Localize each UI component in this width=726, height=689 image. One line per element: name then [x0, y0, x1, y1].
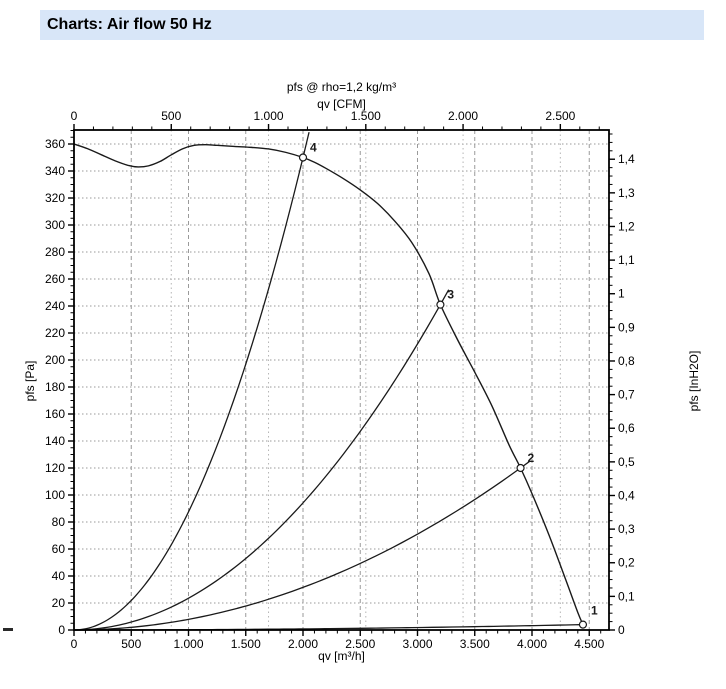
right-tick-label: 1,3	[618, 186, 635, 200]
margin-dash	[3, 628, 13, 631]
operating-point-label-3: 3	[447, 288, 454, 302]
bottom-tick-label: 4.000	[517, 637, 547, 651]
operating-point-marker-1	[578, 620, 588, 629]
right-tick-label: 0,1	[618, 589, 635, 603]
page-title: Charts: Air flow 50 Hz	[47, 16, 212, 33]
left-tick-label: 0	[58, 623, 65, 637]
operating-point-marker-2	[516, 463, 525, 473]
left-tick-label: 140	[45, 434, 65, 448]
right-tick-label: 0	[618, 623, 625, 637]
operating-point-label-1: 1	[591, 604, 598, 618]
right-tick-label: 0,5	[618, 455, 635, 469]
header-bar: Charts: Air flow 50 Hz	[40, 10, 704, 40]
plot-border	[73, 129, 610, 631]
left-tick-label: 360	[45, 137, 65, 151]
fan-curve	[73, 143, 584, 626]
left-axis-label: pfs [Pa]	[23, 360, 37, 402]
left-tick-label: 200	[45, 353, 65, 367]
operating-point-marker-4	[298, 153, 308, 162]
left-tick-label: 160	[45, 407, 65, 421]
right-tick-label: 1	[618, 287, 625, 301]
top-axis-label: qv [CFM]	[317, 97, 366, 111]
bottom-axis-label: qv [m³/h]	[318, 649, 365, 663]
top-tick-label: 2.500	[545, 109, 575, 123]
left-tick-label: 220	[45, 326, 65, 340]
left-tick-label: 60	[52, 542, 66, 556]
left-tick-label: 20	[52, 596, 66, 610]
bottom-tick-label: 3.500	[460, 637, 490, 651]
right-tick-label: 0,4	[618, 488, 635, 502]
bottom-tick-label: 2.000	[288, 637, 318, 651]
left-tick-label: 320	[45, 191, 65, 205]
right-axis-label: pfs [InH2O]	[687, 350, 701, 412]
left-tick-label: 100	[45, 488, 65, 502]
left-tick-label: 340	[45, 164, 65, 178]
bottom-tick-label: 1.000	[173, 637, 203, 651]
left-tick-label: 120	[45, 461, 65, 475]
bottom-tick-label: 4.500	[574, 637, 604, 651]
left-tick-label: 260	[45, 272, 65, 286]
right-tick-label: 1,4	[618, 152, 635, 166]
operating-point-label-2: 2	[528, 451, 535, 465]
top-tick-label: 1.000	[254, 109, 284, 123]
chart-title: pfs @ rho=1,2 kg/m³	[286, 80, 397, 94]
bottom-tick-label: 1.500	[231, 637, 261, 651]
bottom-tick-label: 3.000	[402, 637, 432, 651]
right-tick-label: 0,9	[618, 320, 635, 334]
right-tick-label: 1,2	[618, 219, 635, 233]
left-tick-label: 180	[45, 380, 65, 394]
left-tick-label: 300	[45, 218, 65, 232]
right-tick-label: 0,7	[618, 388, 635, 402]
top-tick-label: 500	[161, 109, 181, 123]
bottom-tick-label: 0	[71, 637, 78, 651]
right-tick-label: 0,8	[618, 354, 635, 368]
right-tick-label: 0,3	[618, 522, 635, 536]
left-tick-label: 40	[52, 569, 66, 583]
operating-point-label-4: 4	[310, 141, 317, 155]
left-tick-label: 240	[45, 299, 65, 313]
top-tick-label: 2.000	[448, 109, 478, 123]
right-tick-label: 0,2	[618, 556, 635, 570]
top-tick-label: 1.500	[351, 109, 381, 123]
operating-point-marker-3	[436, 300, 445, 309]
bottom-tick-label: 500	[121, 637, 141, 651]
right-tick-label: 1,1	[618, 253, 635, 267]
right-tick-label: 0,6	[618, 421, 635, 435]
system-curve-3	[73, 289, 450, 631]
left-tick-label: 280	[45, 245, 65, 259]
system-curve-4	[73, 131, 310, 631]
top-tick-label: 0	[71, 109, 78, 123]
system-curve-2	[73, 461, 530, 631]
bottom-tick-label: 2.500	[345, 637, 375, 651]
left-tick-label: 80	[52, 515, 66, 529]
